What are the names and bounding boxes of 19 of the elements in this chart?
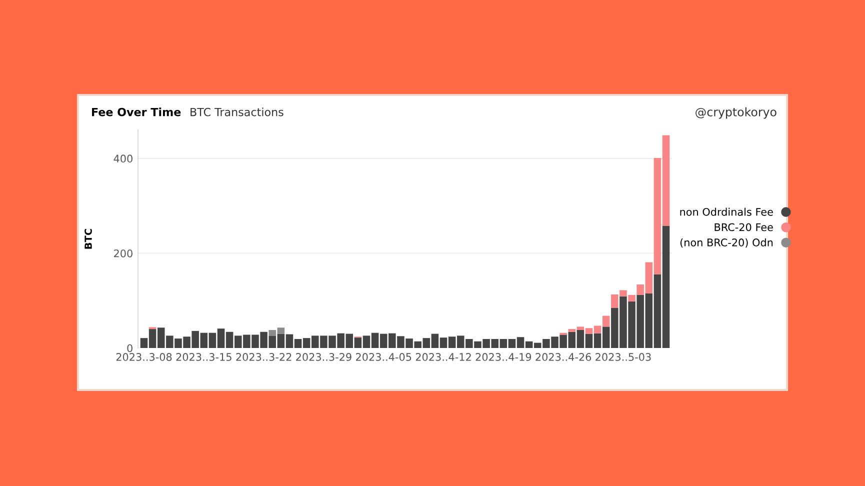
legend-label: (non BRC-20) Odn (680, 238, 773, 248)
y-axis-title: BTC (84, 229, 92, 249)
x-tick-label: 2023..4-19 (476, 353, 532, 361)
y-tick-label: 200 (114, 249, 132, 258)
legend-label: non Odrdinals Fee (680, 208, 773, 216)
x-tick-label: 2023..3-15 (176, 353, 232, 361)
x-tick-label: 2023..3-29 (296, 353, 352, 361)
legend-label: BRC-20 Fee (714, 223, 773, 232)
x-tick-label: 2023..5-03 (596, 353, 651, 361)
x-tick-label: 2023..4-26 (536, 353, 592, 361)
x-tick-label: 2023..3-08 (116, 353, 172, 361)
x-tick-label: 2023..4-12 (416, 353, 471, 361)
chart-title: Fee Over Time (92, 108, 181, 116)
x-tick-label: 2023..3-22 (236, 353, 292, 361)
x-tick-label: 2023..4-05 (356, 353, 412, 361)
text: @cryptokoryo (696, 107, 776, 119)
chart-subtitle: BTC Transactions (190, 108, 284, 116)
y-tick-label: 400 (114, 154, 132, 163)
y-tick-label: 0 (127, 344, 132, 352)
